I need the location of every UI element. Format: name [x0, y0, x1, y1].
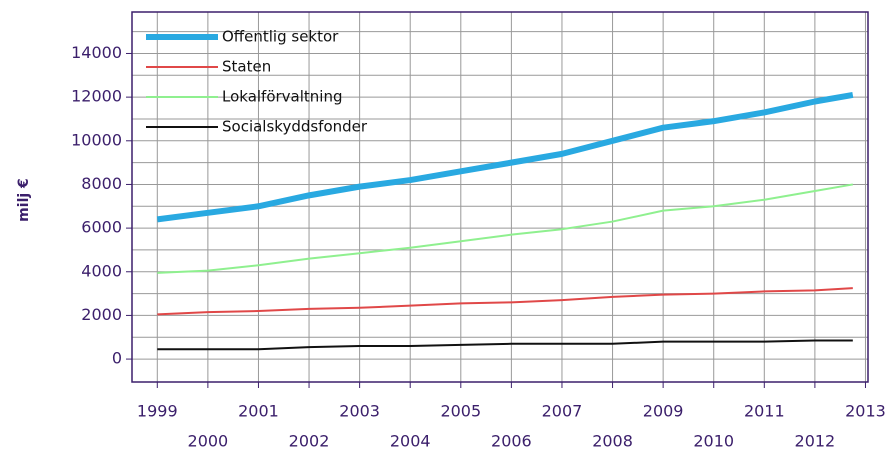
legend-label: Offentlig sektor	[222, 28, 339, 46]
x-tick-label: 2010	[693, 432, 734, 451]
series-line	[157, 287, 853, 316]
y-tick-label: 0	[112, 349, 122, 368]
y-axis-label: milj €	[16, 178, 32, 222]
legend-label: Lokalförvaltning	[222, 88, 343, 106]
x-tick-label: 2007	[542, 402, 583, 421]
y-tick-label: 4000	[81, 261, 122, 280]
x-tick-label: 2006	[491, 432, 532, 451]
x-tick-label: 2000	[188, 432, 229, 451]
plot-frame	[131, 11, 869, 383]
legend-label: Socialskyddsfonder	[222, 118, 368, 136]
plot-area	[132, 12, 868, 382]
series-line	[157, 339, 853, 351]
x-tick-label: 1999	[137, 402, 178, 421]
x-tick-label: 2008	[592, 432, 633, 451]
x-tick-label: 2001	[238, 402, 279, 421]
legend-label: Staten	[222, 58, 271, 76]
y-tick-label: 8000	[81, 174, 122, 193]
x-tick-label: 2009	[643, 402, 684, 421]
x-tick-label: 2005	[440, 402, 481, 421]
x-tick-label: 2004	[390, 432, 431, 451]
x-tick-label: 2013	[845, 402, 886, 421]
series-line	[156, 91, 854, 223]
y-tick-label: 6000	[81, 218, 122, 237]
x-tick-label: 2011	[744, 402, 785, 421]
series-line	[157, 183, 853, 274]
y-tick-label: 12000	[71, 87, 122, 106]
y-tick-label: 10000	[71, 130, 122, 149]
y-tick-label: 2000	[81, 305, 122, 324]
x-tick-label: 2003	[339, 402, 380, 421]
x-tick-label: 2012	[795, 432, 836, 451]
y-tick-label: 14000	[71, 43, 122, 62]
x-tick-label: 2002	[289, 432, 330, 451]
